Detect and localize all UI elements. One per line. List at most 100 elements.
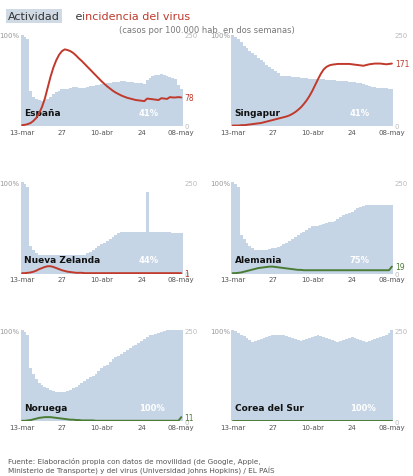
Bar [384, 335, 387, 421]
Bar [24, 332, 26, 421]
Bar [353, 210, 356, 274]
Bar [72, 388, 74, 421]
Bar [83, 381, 86, 421]
Bar [290, 338, 293, 421]
Bar [142, 339, 145, 421]
Bar [373, 88, 375, 127]
Bar [69, 256, 72, 274]
Bar [279, 77, 282, 127]
Bar [142, 85, 145, 127]
Bar [69, 390, 72, 421]
Bar [251, 248, 254, 274]
Bar [60, 90, 63, 127]
Bar [321, 337, 324, 421]
Bar [262, 63, 265, 127]
Bar [63, 392, 66, 421]
Bar [236, 40, 239, 127]
Bar [256, 250, 259, 274]
Bar [52, 391, 55, 421]
Bar [145, 81, 148, 127]
Text: España: España [24, 109, 60, 118]
Text: 44%: 44% [139, 256, 159, 265]
Bar [231, 183, 234, 274]
Bar [120, 354, 123, 421]
Bar [387, 333, 389, 421]
Bar [367, 341, 370, 421]
Text: 100%: 100% [349, 403, 375, 412]
Bar [321, 225, 324, 274]
Bar [106, 84, 109, 127]
Bar [330, 340, 333, 421]
Bar [350, 83, 353, 127]
Bar [66, 256, 69, 274]
Bar [94, 248, 97, 274]
Bar [86, 379, 89, 421]
Bar [32, 250, 35, 274]
Bar [112, 238, 114, 274]
Bar [313, 227, 316, 274]
Bar [57, 92, 60, 127]
Bar [319, 80, 321, 127]
Bar [177, 86, 179, 127]
Bar [159, 332, 162, 421]
Bar [77, 385, 80, 421]
Bar [347, 83, 350, 127]
Bar [248, 247, 251, 274]
Bar [123, 82, 126, 127]
Bar [55, 256, 57, 274]
Bar [361, 85, 364, 127]
Bar [341, 82, 344, 127]
Bar [131, 232, 134, 274]
Bar [370, 340, 373, 421]
Bar [100, 85, 103, 127]
Bar [49, 256, 52, 274]
Bar [304, 339, 307, 421]
Bar [387, 206, 389, 274]
Bar [375, 89, 378, 127]
Bar [316, 336, 319, 421]
Bar [165, 232, 168, 274]
Bar [251, 342, 254, 421]
Bar [321, 80, 324, 127]
Bar [339, 82, 341, 127]
Text: Alemania: Alemania [234, 256, 281, 265]
Bar [276, 335, 279, 421]
Bar [52, 256, 55, 274]
Bar [361, 207, 364, 274]
Bar [60, 392, 63, 421]
Bar [356, 339, 358, 421]
Bar [350, 212, 353, 274]
Bar [254, 341, 256, 421]
Bar [46, 256, 49, 274]
Bar [273, 335, 276, 421]
Bar [40, 256, 43, 274]
Bar [236, 188, 239, 274]
Bar [341, 216, 344, 274]
Text: 78: 78 [184, 94, 193, 103]
Bar [344, 339, 347, 421]
Bar [40, 102, 43, 127]
Bar [256, 340, 259, 421]
Bar [378, 89, 381, 127]
Bar [154, 232, 157, 274]
Text: Noruega: Noruega [24, 403, 67, 412]
Bar [114, 83, 117, 127]
Bar [63, 256, 66, 274]
Bar [114, 236, 117, 274]
Bar [231, 36, 234, 127]
Bar [242, 239, 245, 274]
Bar [97, 247, 100, 274]
Bar [333, 81, 336, 127]
Bar [66, 90, 69, 127]
Bar [282, 245, 285, 274]
Bar [80, 383, 83, 421]
Bar [92, 87, 94, 127]
Bar [57, 392, 60, 421]
Bar [262, 250, 265, 274]
Bar [159, 75, 162, 127]
Bar [123, 232, 126, 274]
Bar [273, 72, 276, 127]
Bar [301, 79, 304, 127]
Bar [177, 234, 179, 274]
Bar [279, 247, 282, 274]
